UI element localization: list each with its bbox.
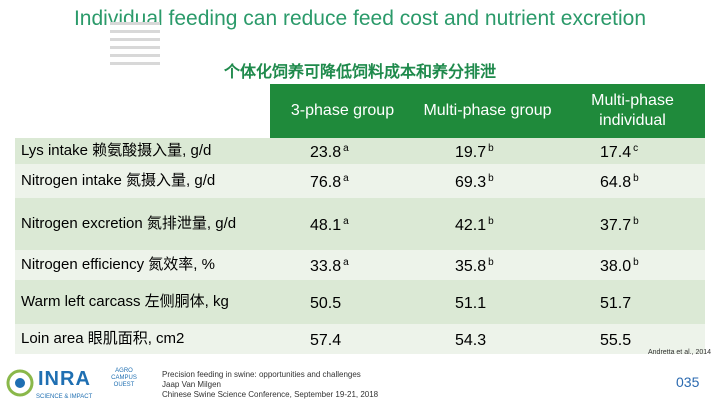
table-header-row: 3-phase group Multi-phase group Multi-ph… xyxy=(15,84,705,138)
footer-line-title: Precision feeding in swine: opportunitie… xyxy=(162,370,361,379)
row-label: Nitrogen efficiency 氮效率, % xyxy=(15,250,270,280)
footer-line-conference: Chinese Swine Science Conference, Septem… xyxy=(162,390,379,399)
cell-value: 51.7 xyxy=(560,280,705,324)
citation: Andretta et al., 2014 xyxy=(648,349,712,356)
header-blank xyxy=(15,84,270,138)
table-row: Lys intake 赖氨酸摄入量, g/d 23.8 a 19.7 b 17.4 c xyxy=(15,138,705,164)
table-row: Nitrogen excretion 氮排泄量, g/d 48.1 a 42.1 b… xyxy=(15,198,705,250)
cell-value: 57.4 xyxy=(270,324,415,354)
cell-value: 23.8 a xyxy=(270,138,415,164)
cell-value: 33.8 a xyxy=(270,250,415,280)
header-multi-phase-group: Multi-phase group xyxy=(415,84,560,138)
cell-value: 54.3 xyxy=(415,324,560,354)
cell-value: 19.7 b xyxy=(415,138,560,164)
page-number: 035 xyxy=(676,374,700,390)
slide-title: Individual feeding can reduce feed cost … xyxy=(73,7,647,30)
cell-value: 69.3 b xyxy=(415,164,560,198)
table-row: Nitrogen efficiency 氮效率, % 33.8 a 35.8 b 3… xyxy=(15,250,705,280)
cell-value: 55.5 xyxy=(560,324,705,354)
inra-logo: INRA SCIENCE & IMPACT xyxy=(6,364,96,402)
row-label: Nitrogen excretion 氮排泄量, g/d xyxy=(15,198,270,250)
inra-logo-tagline: SCIENCE & IMPACT xyxy=(36,394,93,400)
footer: INRA SCIENCE & IMPACT AGRO CAMPUS OUEST … xyxy=(0,362,720,405)
table-row: Nitrogen intake 氮摄入量, g/d 76.8 a 69.3 b 64… xyxy=(15,164,705,198)
row-label: Loin area 眼肌面积, cm2 xyxy=(15,324,270,354)
table-row: Warm left carcass 左侧胴体, kg 50.5 51.1 51.… xyxy=(15,280,705,324)
cell-value: 38.0 b xyxy=(560,250,705,280)
cell-value: 50.5 xyxy=(270,280,415,324)
pig-icon xyxy=(6,369,34,397)
decorative-lines xyxy=(110,22,160,70)
row-label: Warm left carcass 左侧胴体, kg xyxy=(15,280,270,324)
cell-value: 48.1 a xyxy=(270,198,415,250)
cell-value: 35.8 b xyxy=(415,250,560,280)
header-3-phase-group: 3-phase group xyxy=(270,84,415,138)
cell-value: 76.8 a xyxy=(270,164,415,198)
cell-value: 17.4 c xyxy=(560,138,705,164)
results-table: 3-phase group Multi-phase group Multi-ph… xyxy=(15,84,705,354)
cell-value: 51.1 xyxy=(415,280,560,324)
slide-subtitle-chinese: 个体化饲养可降低饲料成本和养分排泄 xyxy=(223,62,496,81)
row-label: Lys intake 赖氨酸摄入量, g/d xyxy=(15,138,270,164)
cell-value: 42.1 b xyxy=(415,198,560,250)
footer-line-author: Jaap Van Milgen xyxy=(162,380,221,389)
footer-info: Precision feeding in swine: opportunitie… xyxy=(162,370,378,400)
agrocampus-logo: AGRO CAMPUS OUEST xyxy=(111,368,137,388)
table-row: Loin area 眼肌面积, cm2 57.4 54.3 55.5 xyxy=(15,324,705,354)
row-label: Nitrogen intake 氮摄入量, g/d xyxy=(15,164,270,198)
inra-logo-text: INRA xyxy=(38,368,91,390)
cell-value: 64.8 b xyxy=(560,164,705,198)
header-multi-phase-individual: Multi-phase individual xyxy=(560,84,705,138)
cell-value: 37.7 b xyxy=(560,198,705,250)
